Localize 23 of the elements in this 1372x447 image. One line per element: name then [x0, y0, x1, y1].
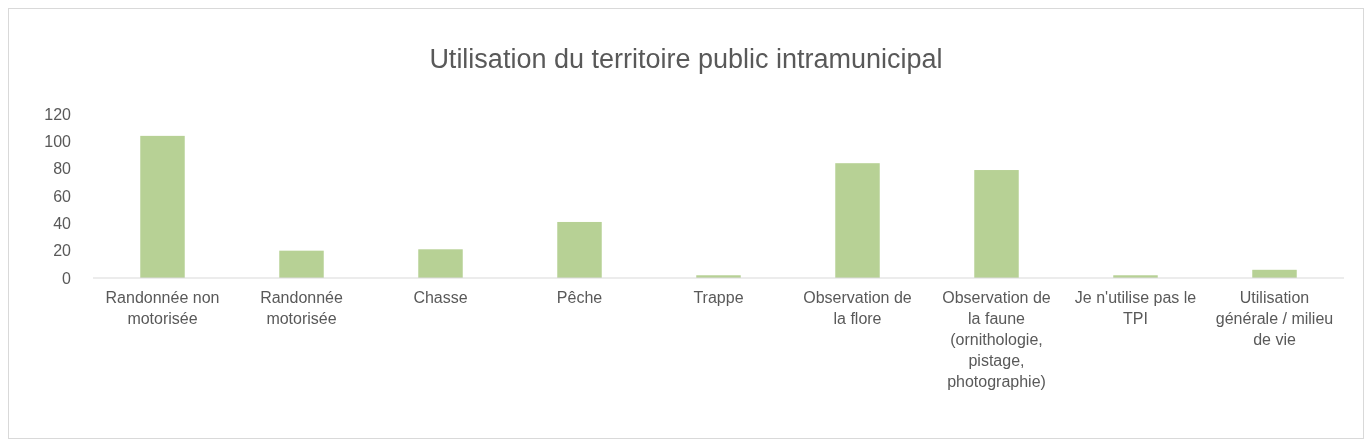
y-tick-label: 120 — [44, 105, 72, 123]
bar — [557, 221, 602, 278]
chart-title: Utilisation du territoire public intramunicipal — [429, 44, 943, 74]
x-tick-label: Chasse — [413, 289, 468, 306]
y-tick-label: 20 — [53, 242, 72, 260]
x-tick-label: Randonnée motorisée — [260, 289, 343, 327]
bar — [418, 249, 463, 278]
y-tick-label: 80 — [53, 160, 72, 178]
y-tick-label: 100 — [44, 132, 72, 150]
x-tick-label: Observation de la flore — [803, 289, 912, 327]
x-tick-label: Trappe — [693, 289, 744, 306]
bar — [140, 135, 185, 278]
x-tick-label: Je n'utilise pas le TPI — [1074, 289, 1197, 327]
x-tick-label: Observation de la faune (ornithologie, pistage, photographie) — [942, 289, 1051, 390]
y-tick-label: 40 — [53, 214, 72, 232]
y-tick-label: 60 — [53, 187, 72, 205]
x-tick-label: Utilisation générale / milieu de vie — [1215, 289, 1334, 348]
y-tick-label: 0 — [62, 269, 72, 287]
x-tick-label: Randonnée non motorisée — [105, 289, 220, 327]
bar — [974, 170, 1019, 278]
bar — [279, 250, 324, 278]
x-tick-label: Pêche — [556, 289, 603, 306]
bar — [835, 163, 880, 278]
